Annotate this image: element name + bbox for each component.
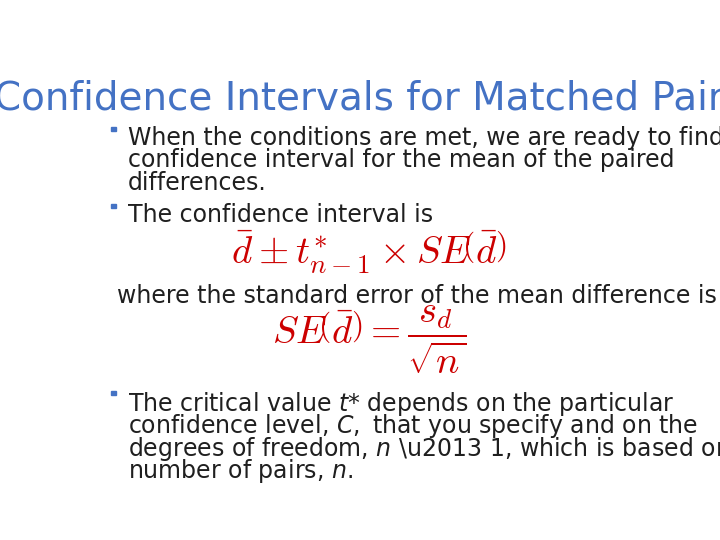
Text: When the conditions are met, we are ready to find the: When the conditions are met, we are read…	[128, 126, 720, 150]
Text: $SE\!\left(\bar{d}\right)= \dfrac{s_d}{\sqrt{n}}$: $SE\!\left(\bar{d}\right)= \dfrac{s_d}{\…	[272, 304, 466, 376]
Text: confidence interval for the mean of the paired: confidence interval for the mean of the …	[128, 148, 675, 172]
Text: number of pairs, $n.$: number of pairs, $n.$	[128, 457, 353, 485]
Text: differences.: differences.	[128, 171, 266, 195]
Text: The critical value $t$* depends on the particular: The critical value $t$* depends on the p…	[128, 390, 675, 418]
Text: degrees of freedom, $n$ \u2013 1, which is based on the: degrees of freedom, $n$ \u2013 1, which …	[128, 435, 720, 463]
FancyBboxPatch shape	[111, 204, 116, 208]
FancyBboxPatch shape	[111, 127, 116, 131]
FancyBboxPatch shape	[111, 392, 116, 395]
Text: Confidence Intervals for Matched Pairs: Confidence Intervals for Matched Pairs	[0, 79, 720, 117]
Text: $\bar{d} \pm t^{*}_{n-1} \times SE\!\left(\bar{d}\right)$: $\bar{d} \pm t^{*}_{n-1} \times SE\!\lef…	[231, 229, 507, 276]
Text: The confidence interval is: The confidence interval is	[128, 203, 433, 227]
Text: confidence level, $C,$ that you specify and on the: confidence level, $C,$ that you specify …	[128, 413, 698, 441]
Text: where the standard error of the mean difference is: where the standard error of the mean dif…	[117, 284, 716, 308]
